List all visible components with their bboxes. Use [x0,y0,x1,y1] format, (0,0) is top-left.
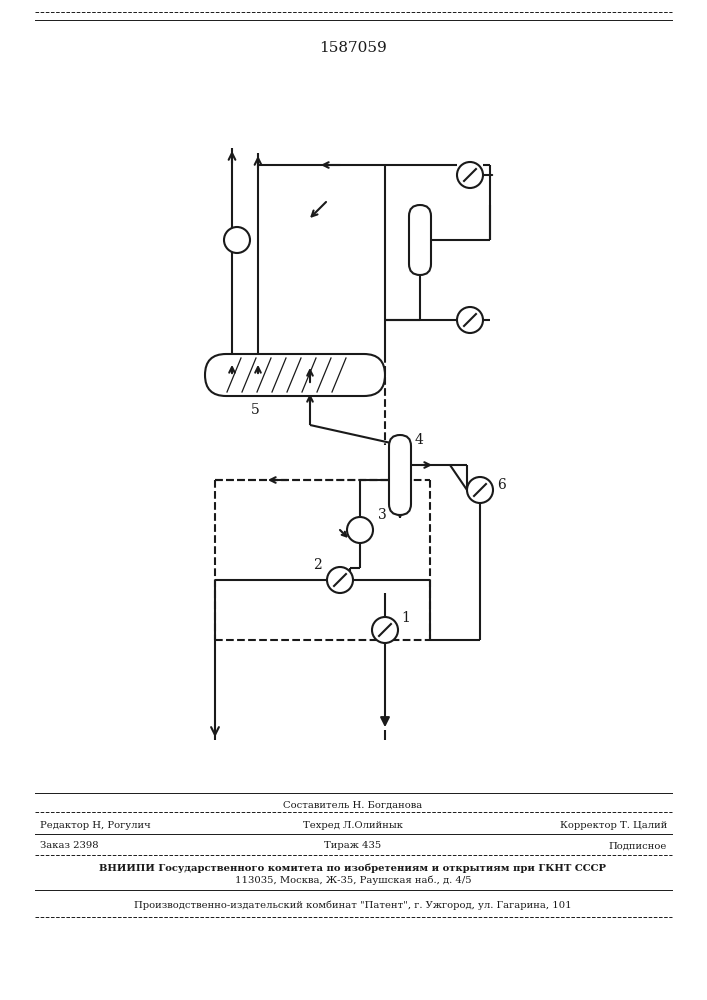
Text: 6: 6 [497,478,506,492]
Text: Заказ 2398: Заказ 2398 [40,842,98,850]
Text: Подписное: Подписное [609,842,667,850]
Circle shape [224,227,250,253]
Text: 3: 3 [378,508,387,522]
Text: Производственно-издательский комбинат "Патент", г. Ужгород, ул. Гагарина, 101: Производственно-издательский комбинат "П… [134,900,572,910]
Text: 5: 5 [250,403,259,417]
Circle shape [372,617,398,643]
Circle shape [327,567,353,593]
Circle shape [347,517,373,543]
Text: Тираж 435: Тираж 435 [325,842,382,850]
Circle shape [457,162,483,188]
Text: Техред Л.Олийнык: Техред Л.Олийнык [303,820,403,830]
Text: ВНИИПИ Государственного комитета по изобретениям и открытиям при ГКНТ СССР: ВНИИПИ Государственного комитета по изоб… [100,863,607,873]
Text: Составитель Н. Богданова: Составитель Н. Богданова [284,800,423,810]
Text: 113035, Москва, Ж-35, Раушская наб., д. 4/5: 113035, Москва, Ж-35, Раушская наб., д. … [235,875,472,885]
Text: 1587059: 1587059 [319,41,387,55]
FancyBboxPatch shape [205,354,385,396]
FancyBboxPatch shape [389,435,411,515]
Text: 2: 2 [313,558,322,572]
Circle shape [467,477,493,503]
FancyBboxPatch shape [409,205,431,275]
Circle shape [457,307,483,333]
Text: 4: 4 [415,433,424,447]
Text: Редактор Н, Рогулич: Редактор Н, Рогулич [40,820,151,830]
Text: Корректор Т. Цалий: Корректор Т. Цалий [560,820,667,830]
Text: 1: 1 [401,611,410,625]
